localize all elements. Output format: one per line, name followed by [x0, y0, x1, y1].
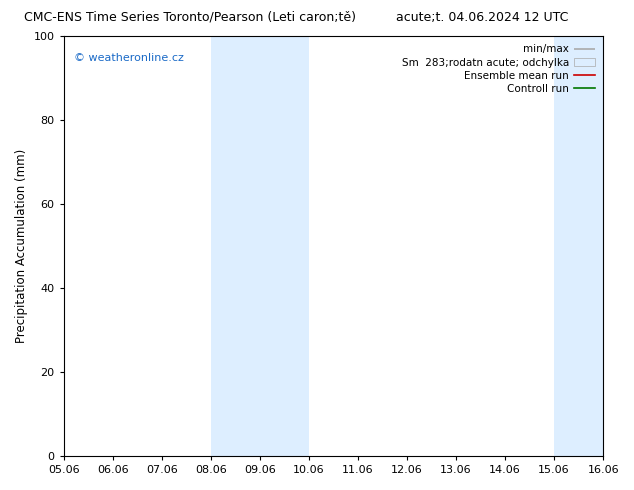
Legend: min/max, Sm  283;rodatn acute; odchylka, Ensemble mean run, Controll run: min/max, Sm 283;rodatn acute; odchylka, … [398, 41, 598, 97]
Bar [210, 36, 309, 456]
Text: acute;t. 04.06.2024 12 UTC: acute;t. 04.06.2024 12 UTC [396, 11, 568, 24]
Bar [554, 36, 634, 456]
Text: CMC-ENS Time Series Toronto/Pearson (Leti caron;tě): CMC-ENS Time Series Toronto/Pearson (Let… [24, 11, 356, 24]
Text: © weatheronline.cz: © weatheronline.cz [74, 53, 184, 63]
Y-axis label: Precipitation Accumulation (mm): Precipitation Accumulation (mm) [15, 149, 28, 343]
